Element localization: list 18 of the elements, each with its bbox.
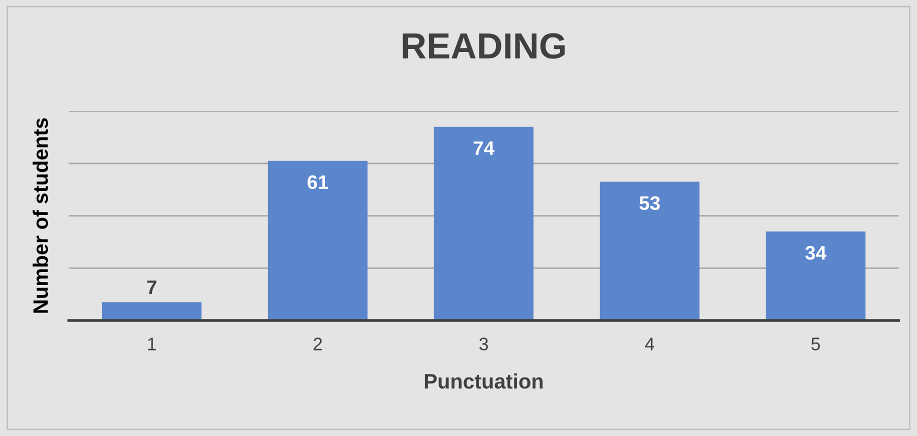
data-label: 61 bbox=[308, 175, 328, 190]
x-tick-label: 5 bbox=[811, 338, 820, 350]
bar bbox=[268, 160, 368, 320]
bar bbox=[600, 182, 700, 320]
data-label: 74 bbox=[474, 141, 494, 155]
data-label: 53 bbox=[639, 196, 660, 210]
x-tick-label: 4 bbox=[645, 338, 654, 350]
x-tick-label: 1 bbox=[148, 338, 156, 350]
bar bbox=[434, 126, 534, 320]
data-label: 7 bbox=[147, 280, 156, 294]
x-axis-title: Punctuation bbox=[424, 373, 543, 389]
x-tick-label: 3 bbox=[479, 338, 488, 350]
chart-title: READING bbox=[402, 33, 565, 59]
bar bbox=[102, 302, 202, 320]
y-axis-title: Number of students bbox=[32, 118, 48, 313]
data-label: 34 bbox=[805, 246, 826, 260]
bar bbox=[766, 232, 866, 320]
x-tick-label: 2 bbox=[314, 338, 322, 350]
